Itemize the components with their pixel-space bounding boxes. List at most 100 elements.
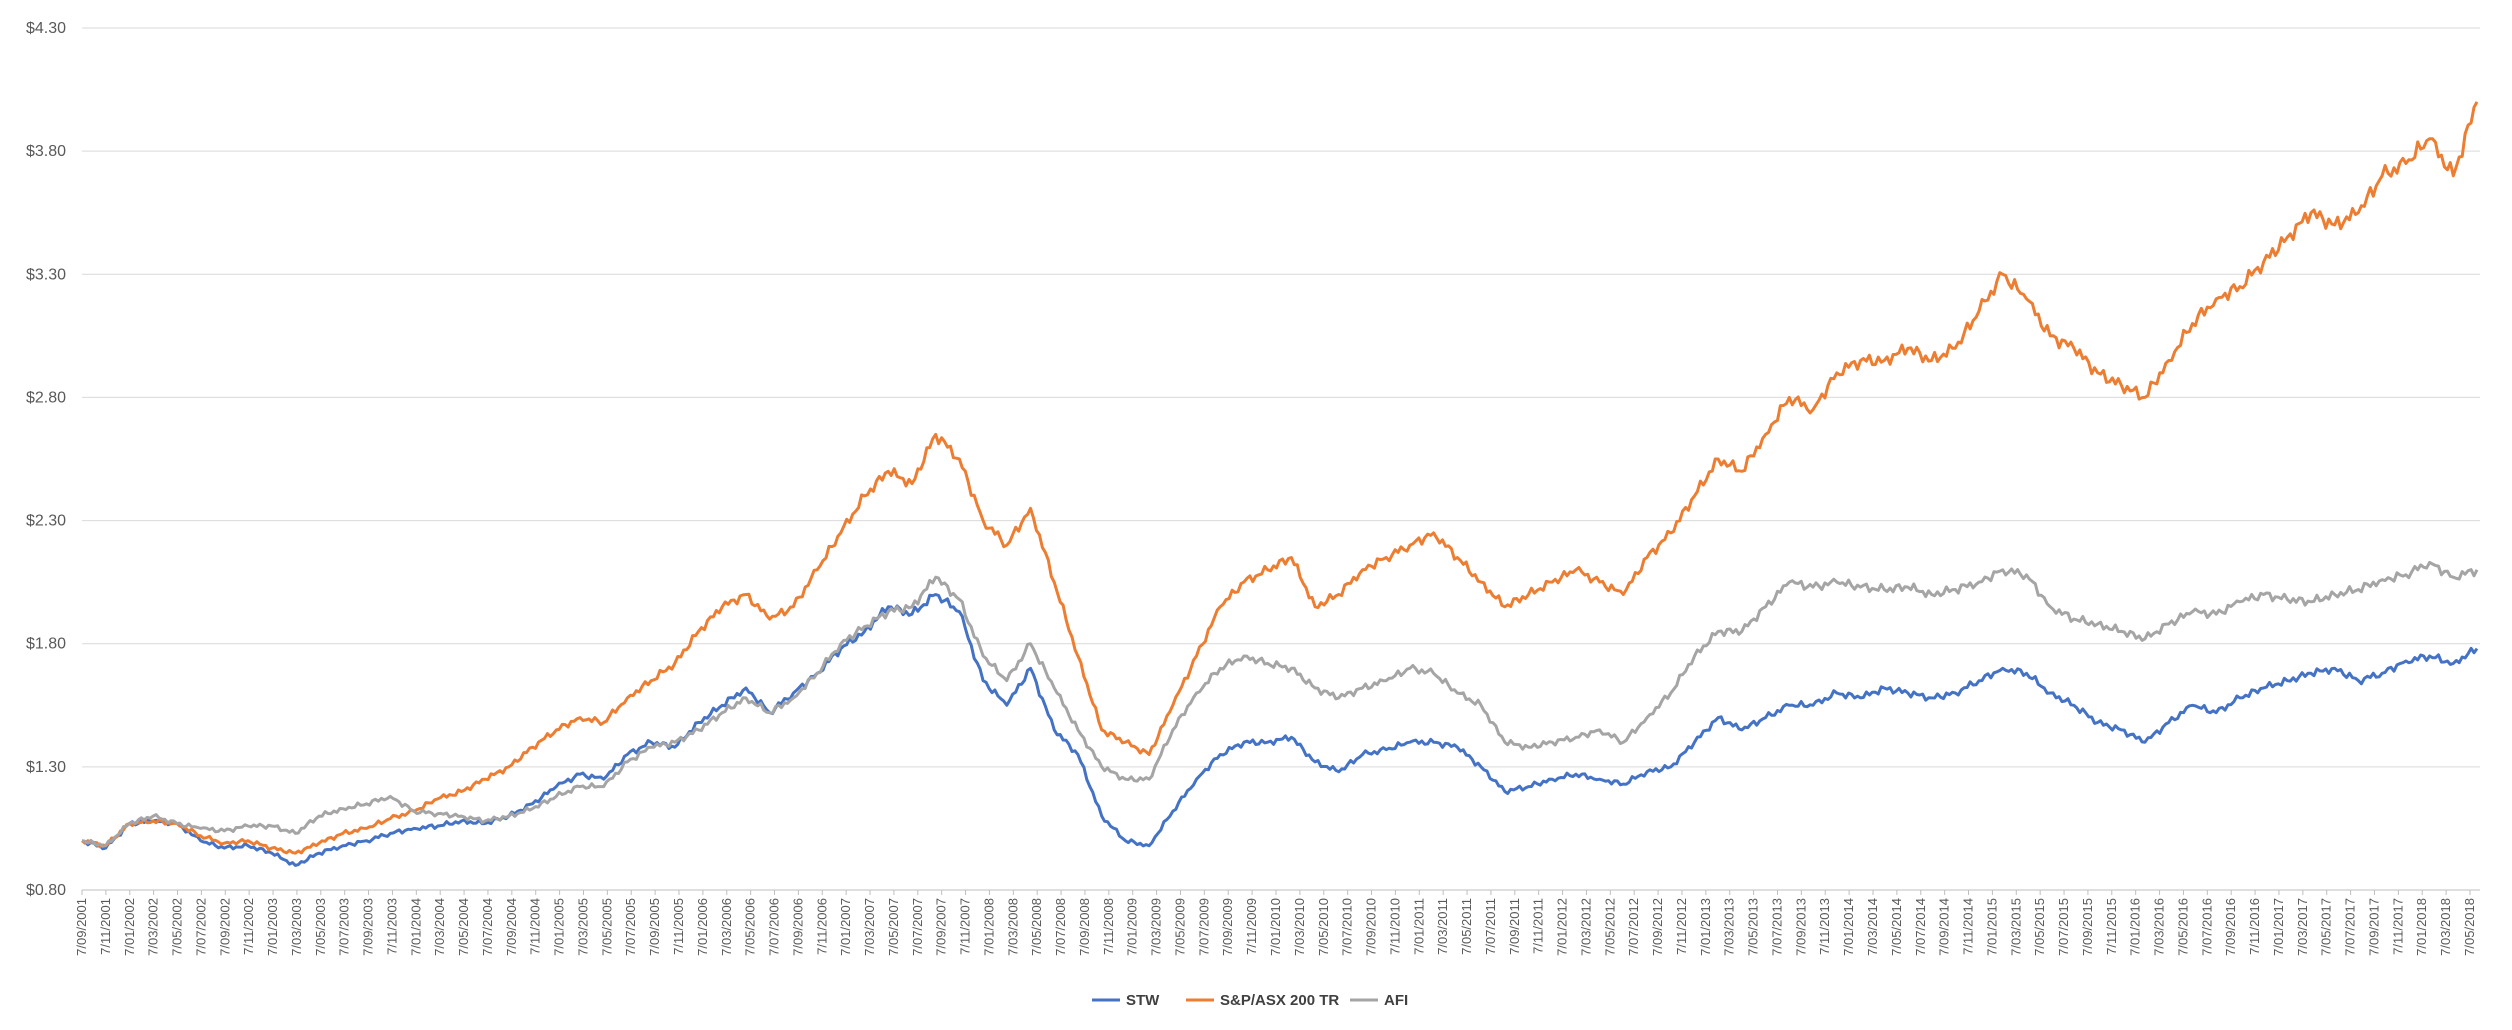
y-tick-label: $4.30 (26, 20, 66, 37)
y-tick-label: $1.80 (26, 636, 66, 653)
x-tick-label: 7/11/2002 (241, 898, 256, 955)
x-tick-label: 7/01/2011 (1411, 898, 1426, 955)
x-tick-label: 7/07/2017 (2343, 898, 2358, 956)
x-tick-label: 7/03/2005 (575, 898, 590, 956)
x-tick-label: 7/01/2017 (2271, 898, 2286, 956)
x-tick-label: 7/11/2013 (1817, 898, 1832, 955)
x-tick-label: 7/01/2012 (1555, 898, 1570, 956)
x-tick-label: 7/01/2004 (408, 898, 423, 956)
x-tick-label: 7/07/2004 (480, 898, 495, 956)
x-tick-label: 7/07/2015 (2056, 898, 2071, 956)
x-tick-label: 7/03/2009 (1149, 898, 1164, 956)
x-tick-label: 7/09/2016 (2223, 898, 2238, 956)
x-tick-label: 7/05/2002 (170, 898, 185, 956)
x-tick-label: 7/07/2005 (623, 898, 638, 956)
x-tick-label: 7/09/2004 (504, 898, 519, 956)
x-tick-label: 7/11/2009 (1244, 898, 1259, 955)
x-tick-label: 7/03/2008 (1005, 898, 1020, 956)
x-tick-label: 7/07/2014 (1913, 898, 1928, 956)
x-tick-label: 7/05/2018 (2462, 898, 2477, 956)
x-tick-label: 7/05/2013 (1746, 898, 1761, 956)
x-tick-label: 7/07/2013 (1769, 898, 1784, 956)
y-tick-label: $2.80 (26, 389, 66, 406)
x-tick-label: 7/03/2010 (1292, 898, 1307, 956)
x-tick-label: 7/07/2011 (1483, 898, 1498, 955)
x-tick-label: 7/03/2003 (289, 898, 304, 956)
x-tick-label: 7/07/2003 (337, 898, 352, 956)
y-tick-label: $1.30 (26, 759, 66, 776)
y-axis-ticks: $0.80 $1.30 $1.80 $2.30 $2.80 $3.30 $3.80 $4.30 (26, 20, 66, 899)
x-tick-label: 7/05/2014 (1889, 898, 1904, 956)
x-tick-label: 7/11/2010 (1387, 898, 1402, 955)
x-tick-label: 7/11/2014 (1961, 898, 1976, 955)
x-tick-label: 7/03/2017 (2295, 898, 2310, 956)
x-tick-label: 7/05/2011 (1459, 898, 1474, 955)
x-tick-label: 7/09/2005 (647, 898, 662, 956)
series-lines (81, 101, 2479, 867)
x-tick-label: 7/01/2009 (1125, 898, 1140, 956)
x-tick-label: 7/05/2008 (1029, 898, 1044, 956)
x-tick-label: 7/05/2017 (2319, 898, 2334, 956)
series-line-s-p-asx-200-tr (81, 101, 2479, 855)
legend-label: AFI (1384, 992, 1408, 1009)
x-tick-label: 7/11/2012 (1674, 898, 1689, 955)
x-tick-label: 7/03/2012 (1578, 898, 1593, 956)
x-tick-label: 7/09/2013 (1793, 898, 1808, 956)
series-line-stw (81, 593, 2479, 867)
x-tick-label: 7/01/2010 (1268, 898, 1283, 956)
x-tick-label: 7/11/2015 (2104, 898, 2119, 955)
x-tick-label: 7/05/2015 (2032, 898, 2047, 956)
gridlines (82, 27, 2480, 768)
x-tick-label: 7/11/2005 (671, 898, 686, 955)
x-tick-label: 7/01/2005 (552, 898, 567, 956)
x-tick-label: 7/07/2007 (910, 898, 925, 956)
x-tick-label: 7/07/2016 (2199, 898, 2214, 956)
x-tick-label: 7/07/2009 (1196, 898, 1211, 956)
x-tick-label: 7/11/2006 (814, 898, 829, 955)
x-axis-ticks: 7/09/2001 7/11/2001 7/01/2002 7/03/2002 7/05… (74, 890, 2477, 956)
x-tick-label: 7/01/2006 (695, 898, 710, 956)
x-tick-label: 7/03/2002 (146, 898, 161, 956)
x-tick-label: 7/05/2007 (886, 898, 901, 956)
x-tick-label: 7/05/2003 (313, 898, 328, 956)
x-tick-label: 7/01/2018 (2414, 898, 2429, 956)
x-tick-label: 7/09/2003 (361, 898, 376, 956)
x-tick-label: 7/05/2004 (456, 898, 471, 956)
x-tick-label: 7/09/2008 (1077, 898, 1092, 956)
x-tick-label: 7/05/2016 (2175, 898, 2190, 956)
x-tick-label: 7/01/2015 (1984, 898, 1999, 956)
x-tick-label: 7/09/2012 (1650, 898, 1665, 956)
y-tick-label: $2.30 (26, 513, 66, 530)
y-tick-label: $3.80 (26, 143, 66, 160)
x-tick-label: 7/11/2008 (1101, 898, 1116, 955)
x-tick-label: 7/05/2010 (1316, 898, 1331, 956)
x-tick-label: 7/09/2002 (217, 898, 232, 956)
x-tick-label: 7/03/2011 (1435, 898, 1450, 955)
x-tick-label: 7/03/2013 (1722, 898, 1737, 956)
x-tick-label: 7/03/2014 (1865, 898, 1880, 956)
legend-label: S&P/ASX 200 TR (1220, 992, 1339, 1009)
x-tick-label: 7/07/2012 (1626, 898, 1641, 956)
x-tick-label: 7/01/2013 (1698, 898, 1713, 956)
x-tick-label: 7/05/2006 (743, 898, 758, 956)
x-tick-label: 7/11/2011 (1531, 898, 1546, 954)
legend: STW S&P/ASX 200 TR AFI (1092, 992, 1408, 1009)
x-tick-label: 7/03/2018 (2438, 898, 2453, 956)
x-tick-label: 7/07/2006 (767, 898, 782, 956)
y-tick-label: $3.30 (26, 266, 66, 283)
x-tick-label: 7/07/2002 (193, 898, 208, 956)
x-tick-label: 7/09/2014 (1937, 898, 1952, 956)
x-tick-label: 7/11/2003 (384, 898, 399, 955)
legend-label: STW (1126, 992, 1160, 1009)
x-tick-label: 7/03/2015 (2008, 898, 2023, 956)
x-tick-label: 7/05/2005 (599, 898, 614, 956)
x-tick-label: 7/11/2001 (98, 898, 113, 955)
x-tick-label: 7/03/2016 (2152, 898, 2167, 956)
series-line-afi (81, 560, 2479, 848)
x-tick-label: 7/11/2016 (2247, 898, 2262, 955)
x-tick-label: 7/01/2003 (265, 898, 280, 956)
x-tick-label: 7/11/2004 (528, 898, 543, 955)
x-tick-label: 7/05/2009 (1172, 898, 1187, 956)
x-tick-label: 7/11/2007 (958, 898, 973, 955)
